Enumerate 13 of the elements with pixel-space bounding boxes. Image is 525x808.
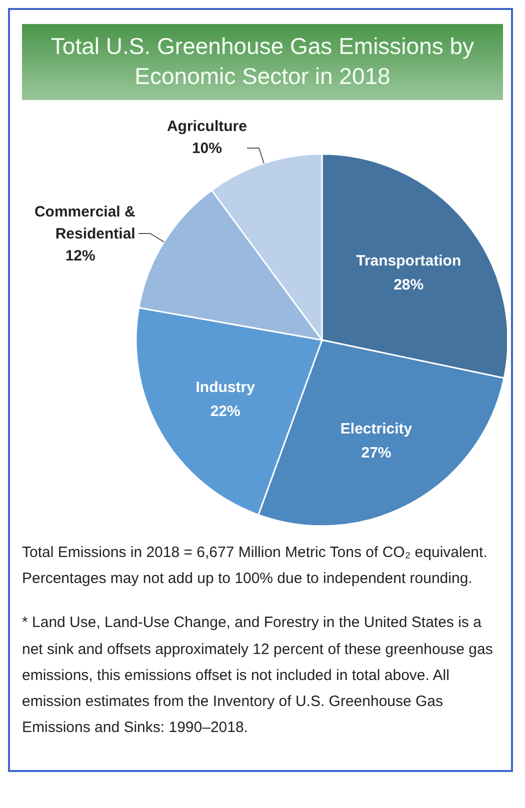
slice-label: Agriculture [166, 118, 247, 135]
text: Total Emissions in 2018 = 6,677 Million Metric Tons of CO₂ equivalent. Percentages may not add up to 100% due to independent rounding. [22, 542, 488, 590]
data-label: 27% [361, 444, 392, 462]
chart-title: Total U.S. Greenhouse Gas Emissions by Economic Sector in 2018 [22, 24, 503, 100]
slice-label: Transportation [356, 252, 462, 270]
data-label: 28% [394, 276, 424, 294]
data-label: 12% [65, 247, 96, 264]
slice-label: Electricity [340, 420, 413, 438]
slice-label: Industry [196, 378, 256, 396]
data-label: 22% [210, 402, 240, 420]
text: * Land Use, Land-Use Change, and Forestry in the United States is a net sink and offsets approximately 12 percent of these greenhouse gas emissions, this emissions offset is not included in total above. All emission estimates from the Inventory of U.S. Greenhouse Gas Emissions and Sinks: 1990–2018. [22, 613, 494, 738]
slice-label: Commercial & Residential [34, 203, 136, 242]
data-label: 10% [192, 140, 222, 157]
